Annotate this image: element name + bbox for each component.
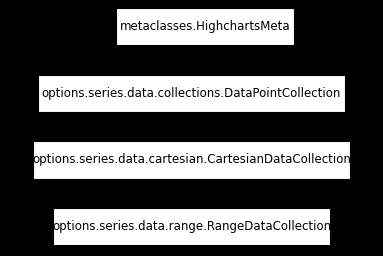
FancyBboxPatch shape bbox=[116, 8, 294, 45]
Text: options.series.data.cartesian.CartesianDataCollection: options.series.data.cartesian.CartesianD… bbox=[32, 154, 351, 166]
Text: options.series.data.collections.DataPointCollection: options.series.data.collections.DataPoin… bbox=[42, 87, 341, 100]
Text: metaclasses.HighchartsMeta: metaclasses.HighchartsMeta bbox=[119, 20, 290, 33]
FancyBboxPatch shape bbox=[38, 75, 345, 112]
Text: options.series.data.range.RangeDataCollection: options.series.data.range.RangeDataColle… bbox=[52, 220, 331, 233]
FancyBboxPatch shape bbox=[33, 142, 350, 178]
FancyBboxPatch shape bbox=[54, 208, 329, 245]
